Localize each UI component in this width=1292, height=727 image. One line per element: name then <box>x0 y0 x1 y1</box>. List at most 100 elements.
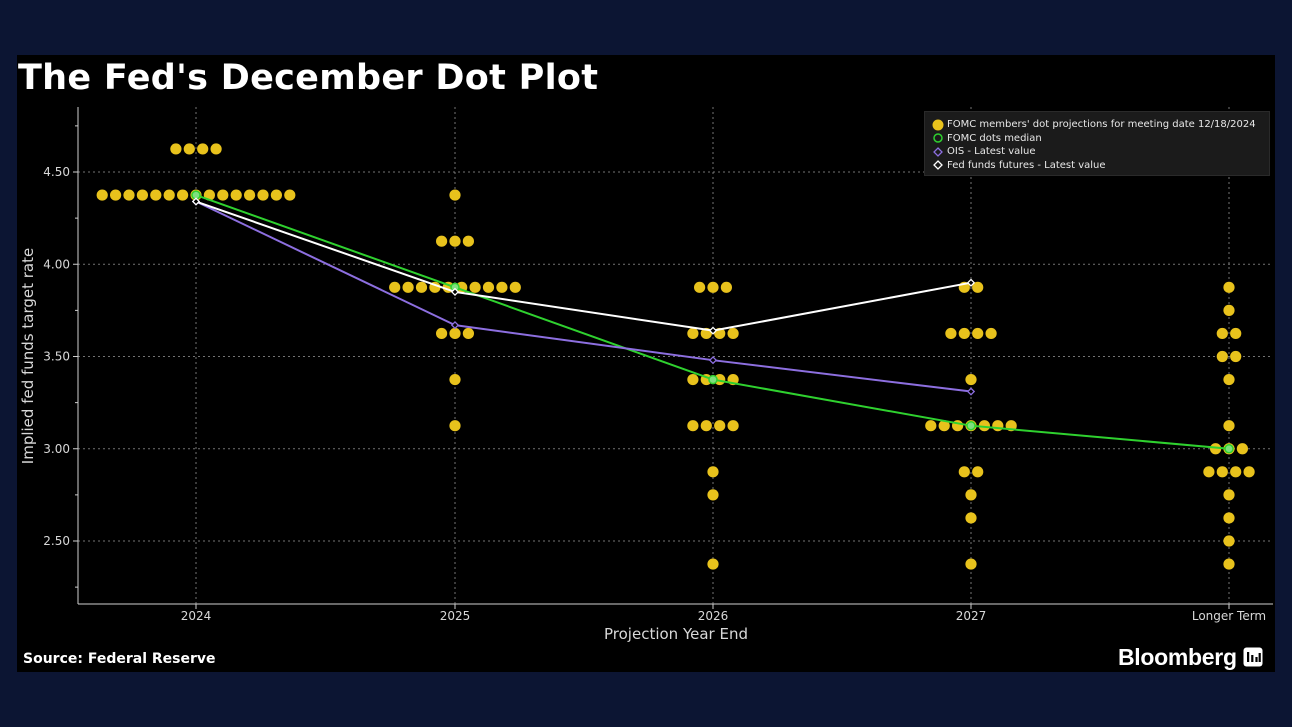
projection-dot <box>449 373 461 386</box>
projection-dot <box>938 420 950 432</box>
x-tick-label: 2024 <box>181 609 212 623</box>
series-marker-ois <box>708 356 718 365</box>
legend-item-median: FOMC dots median <box>931 132 1269 146</box>
series-line-ois <box>195 200 972 393</box>
y-tick-label: 3.00 <box>43 442 70 456</box>
x-axis-label: Projection Year End <box>604 625 748 643</box>
projection-dot <box>1210 443 1222 455</box>
legend-item-ois: OIS - Latest value <box>931 145 1269 159</box>
projection-dot <box>720 281 733 293</box>
series-lines <box>191 190 1234 454</box>
projection-dot <box>449 420 461 432</box>
projection-dot <box>170 143 182 155</box>
projection-dot <box>509 281 521 293</box>
x-tick-label: 2025 <box>440 609 471 623</box>
projection-dot <box>150 189 162 201</box>
projection-dot <box>449 189 461 201</box>
futures-icon <box>933 160 943 171</box>
legend-label: OIS - Latest value <box>947 146 1036 158</box>
projection-dot <box>270 189 282 201</box>
y-tick-label: 3.50 <box>43 350 70 364</box>
legend: FOMC members' dot projections for meetin… <box>924 111 1270 176</box>
series-marker-median <box>966 420 976 431</box>
projection-dot <box>1230 327 1242 340</box>
projection-dot <box>1203 466 1215 478</box>
median-icon <box>933 133 943 143</box>
projection-dot <box>1216 350 1228 363</box>
projection-dot <box>965 558 977 570</box>
projection-dot <box>1243 466 1255 478</box>
projection-dot <box>1223 281 1235 293</box>
legend-label: Fed funds futures - Latest value <box>947 159 1106 171</box>
projection-dot <box>389 281 401 293</box>
projection-dot <box>958 466 970 478</box>
projection-dot <box>462 235 474 247</box>
legend-label: FOMC dots median <box>947 132 1042 144</box>
chart-title: The Fed's December Dot Plot <box>18 58 599 98</box>
projection-dot <box>1230 466 1242 478</box>
projection-dot <box>1223 512 1235 524</box>
projection-dot <box>1223 489 1235 501</box>
bloomberg-logo-icon <box>1243 647 1263 667</box>
projection-dot <box>1223 420 1235 432</box>
projection-dot <box>496 281 508 293</box>
projection-dot <box>136 189 148 201</box>
projection-dot <box>707 466 719 478</box>
y-axis-label: Implied fed funds target rate <box>19 248 37 464</box>
series-line-futures <box>195 200 972 332</box>
projection-dot <box>965 373 977 386</box>
projection-dot <box>1216 327 1228 340</box>
y-tick-label: 2.50 <box>43 534 70 548</box>
projection-dot <box>257 189 269 201</box>
x-tick-label: 2027 <box>956 609 987 623</box>
projection-dot <box>123 189 135 201</box>
x-tick-label: 2026 <box>698 609 729 623</box>
projection-dot <box>462 327 474 340</box>
projection-dot <box>972 281 984 293</box>
x-tick-label: Longer Term <box>1192 609 1266 623</box>
projection-dot <box>714 420 726 432</box>
projection-dot <box>244 189 256 201</box>
projection-dot <box>965 489 977 501</box>
projection-dot <box>436 327 448 340</box>
projection-dot <box>230 189 242 201</box>
projection-dot <box>707 558 719 570</box>
projection-dot <box>972 327 984 340</box>
projection-dot <box>707 281 719 293</box>
projection-dot <box>449 235 461 247</box>
ois-icon <box>933 146 943 157</box>
projection-dot <box>700 420 712 432</box>
dot-icon <box>932 119 944 131</box>
projection-dot <box>183 143 195 155</box>
series-marker-futures <box>191 197 201 206</box>
projection-dot <box>163 189 175 201</box>
projection-dot <box>727 420 739 432</box>
series-marker-futures <box>708 326 718 335</box>
projection-dot <box>402 281 414 293</box>
projection-dot <box>925 420 937 432</box>
projection-dot <box>482 281 495 293</box>
source-note: Source: Federal Reserve <box>23 651 216 667</box>
projection-dot <box>1236 443 1248 455</box>
projection-dot <box>284 189 296 201</box>
projection-dot <box>945 327 957 340</box>
projection-dot <box>469 281 481 293</box>
projection-dot <box>415 281 428 293</box>
projection-dot <box>177 189 189 201</box>
brand-name: Bloomberg <box>1118 643 1237 670</box>
projection-dot <box>714 373 726 386</box>
projection-dot <box>449 327 461 340</box>
series-marker-futures <box>450 287 460 297</box>
series-marker-ois <box>966 387 976 396</box>
series-marker-median <box>1224 444 1234 454</box>
projection-dot <box>1230 350 1242 363</box>
series-marker-median <box>708 374 718 385</box>
projection-dot <box>707 489 719 501</box>
projection-dot <box>1223 535 1235 547</box>
axis-labels: Projection Year End Implied fed funds ta… <box>19 248 748 643</box>
projection-dot <box>958 327 970 340</box>
grid: 2.50 3.00 3.50 4.00 4.50 2024 2025 2026 2027 Long… <box>43 107 1273 623</box>
projection-dot <box>1223 373 1235 386</box>
projection-dot <box>727 327 739 340</box>
